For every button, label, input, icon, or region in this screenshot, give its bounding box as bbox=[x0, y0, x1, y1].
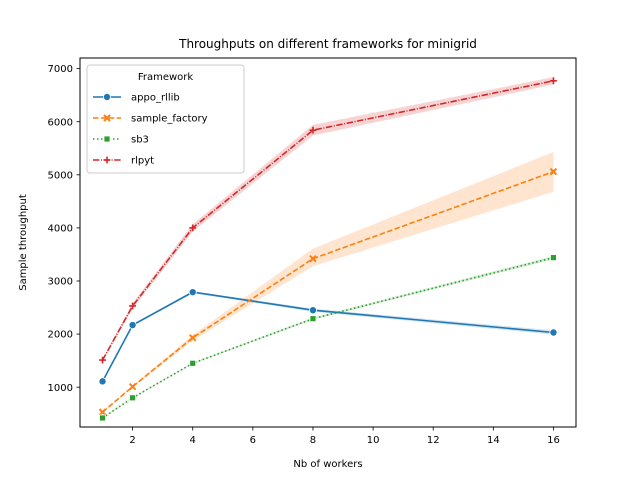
chart-title: Throughputs on different frameworks for … bbox=[178, 37, 477, 51]
x-axis-ticks: 2 4 6 8 10 12 14 16 bbox=[129, 427, 560, 446]
x-tick-label: 12 bbox=[427, 435, 440, 446]
legend-label-sb3: sb3 bbox=[131, 135, 149, 146]
band-sb3 bbox=[102, 256, 554, 419]
point-sb3 bbox=[129, 394, 137, 402]
line-sample-factory bbox=[102, 170, 554, 413]
legend-label-rlpyt: rlpyt bbox=[131, 156, 154, 167]
point-sample-factory bbox=[189, 334, 197, 342]
x-tick-label: 10 bbox=[367, 435, 380, 446]
x-tick-label: 8 bbox=[310, 435, 316, 446]
point-appo-rllib bbox=[128, 321, 137, 330]
x-tick-label: 2 bbox=[129, 435, 135, 446]
point-sb3 bbox=[309, 315, 317, 323]
legend-items: appo_rllib sample_factory sb3 rlpyt bbox=[93, 93, 208, 167]
y-tick-label: 6000 bbox=[48, 117, 73, 128]
point-rlpyt bbox=[550, 77, 557, 85]
legend-marker-rlpyt bbox=[103, 156, 111, 164]
legend-marker-sb3 bbox=[103, 135, 111, 143]
point-rlpyt bbox=[129, 302, 137, 310]
x-axis-label: Nb of workers bbox=[293, 459, 362, 470]
series-markers bbox=[98, 77, 558, 422]
point-sample-factory bbox=[549, 167, 558, 176]
y-tick-label: 5000 bbox=[48, 170, 73, 181]
band-sample-factory bbox=[102, 151, 554, 413]
line-sb3 bbox=[102, 256, 554, 419]
x-tick-label: 14 bbox=[487, 435, 500, 446]
x-tick-label: 4 bbox=[190, 435, 196, 446]
point-sample-factory bbox=[98, 408, 107, 416]
y-tick-label: 3000 bbox=[48, 277, 73, 288]
y-tick-label: 4000 bbox=[48, 223, 73, 234]
point-rlpyt bbox=[309, 126, 317, 134]
point-appo-rllib bbox=[188, 288, 197, 297]
confidence-bands bbox=[102, 77, 554, 419]
point-appo-rllib bbox=[98, 377, 107, 386]
y-tick-label: 2000 bbox=[48, 330, 73, 341]
plot-frame bbox=[79, 57, 577, 428]
point-sb3 bbox=[99, 414, 106, 422]
legend-marker-appo-rllib bbox=[103, 93, 112, 102]
x-tick-label: 16 bbox=[547, 435, 560, 446]
legend-box bbox=[86, 64, 245, 174]
y-axis-ticks: 1000 2000 3000 4000 5000 6000 7000 bbox=[48, 64, 80, 394]
point-sb3 bbox=[550, 254, 557, 262]
point-sample-factory bbox=[309, 254, 317, 263]
point-sb3 bbox=[189, 359, 197, 367]
legend-label-sample-factory: sample_factory bbox=[131, 114, 208, 125]
point-rlpyt bbox=[189, 224, 197, 232]
point-rlpyt bbox=[99, 356, 106, 364]
legend-title: Framework bbox=[138, 72, 194, 83]
y-tick-label: 7000 bbox=[48, 64, 73, 75]
legend: Framework appo_rllib sample_factory sb3 rlp… bbox=[86, 64, 245, 174]
point-appo-rllib bbox=[308, 306, 317, 315]
x-tick-label: 6 bbox=[250, 435, 256, 446]
y-tick-label: 1000 bbox=[48, 383, 73, 394]
point-sample-factory bbox=[128, 382, 137, 391]
y-axis-label: Sample throughput bbox=[18, 194, 29, 291]
legend-label-appo-rllib: appo_rllib bbox=[131, 93, 180, 104]
point-appo-rllib bbox=[549, 328, 558, 337]
legend-marker-sample-factory bbox=[103, 114, 111, 122]
